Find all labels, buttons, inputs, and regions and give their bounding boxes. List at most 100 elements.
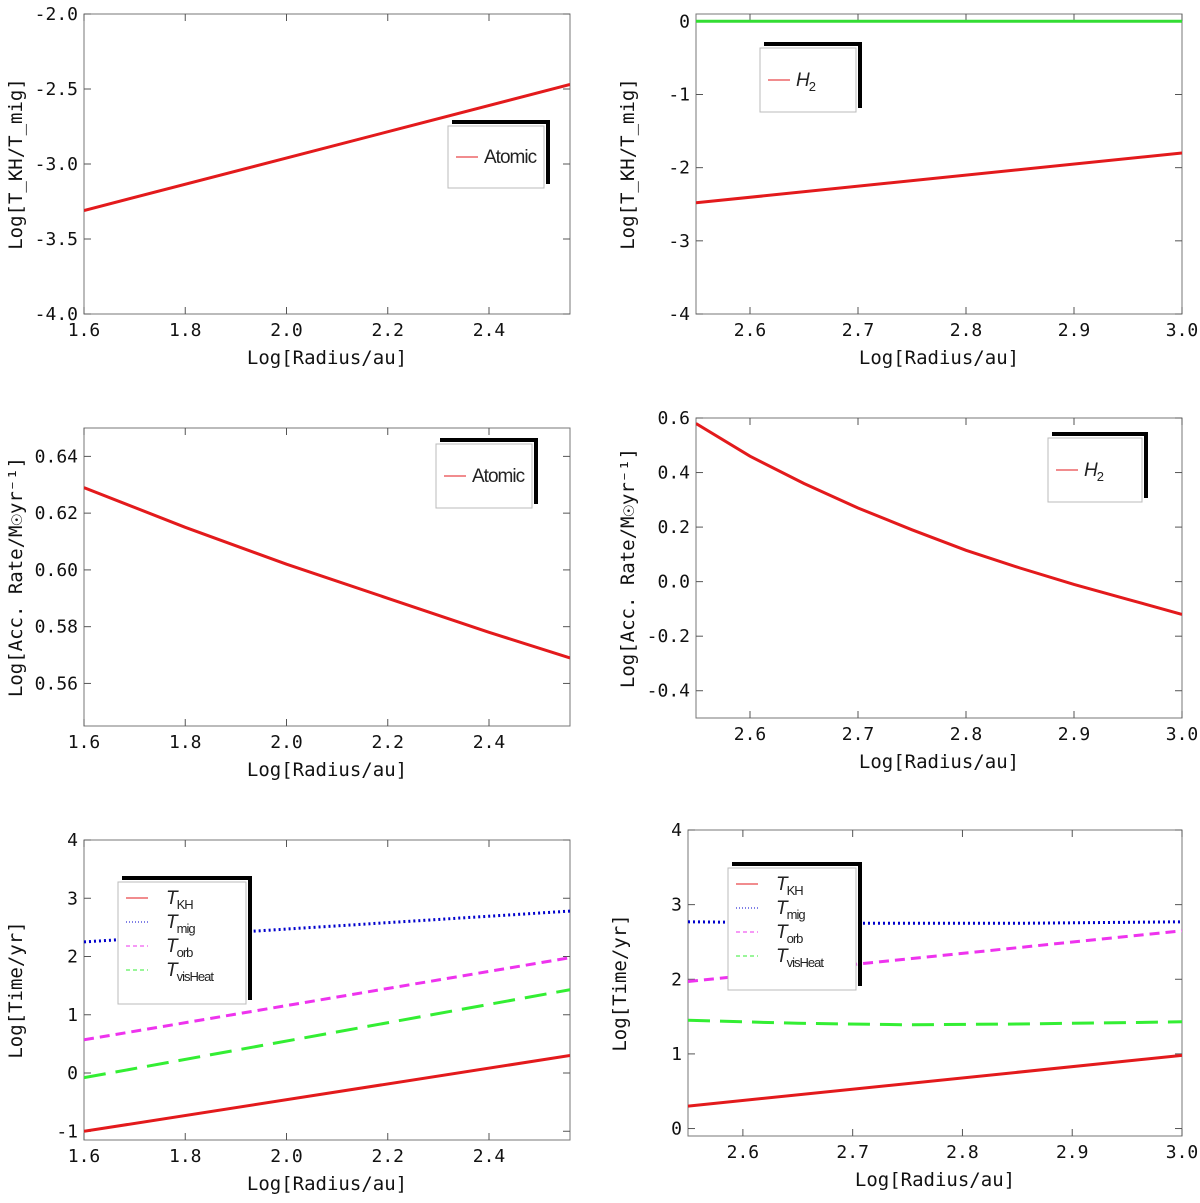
series-line-3 [84,956,570,1042]
legend-entry: TvisHeat [166,960,214,984]
legend-subscript: mig [177,921,196,936]
y-tick-label: -0.4 [647,681,690,702]
chart-panel-3: 1.6 1.8 2.0 2.2 2.4 0.56 0.58 0.60 0.62 0.64 Log[R… [5,427,571,781]
legend-label: T [166,912,179,933]
y-tick-label: 2 [67,947,78,968]
y-tick-label: -2.5 [35,79,78,100]
x-tick-label: 2.6 [734,320,767,341]
x-tick-label: 2.0 [270,320,303,341]
y-tick-label: 0.2 [657,517,690,538]
x-axis-label: Log[Radius/au] [247,1173,407,1195]
series-line-1 [84,486,570,660]
legend-entry: Torb [776,922,803,946]
legend-label: Atomic [472,466,525,487]
x-tick-label: 2.4 [473,320,506,341]
y-axis-label: Log[Time/yr] [609,914,631,1051]
y-tick-label: -1 [56,1121,78,1142]
x-tick-label: 2.2 [371,320,404,341]
legend-entry: TKH [776,874,803,898]
x-tick-label: 2.8 [950,724,983,745]
legend-entry: TvisHeat [776,946,824,970]
x-tick-label: 2.8 [946,1142,979,1163]
y-tick-label: -3.0 [35,154,78,175]
y-axis-label: Log[Acc. Rate/M☉yr⁻¹] [617,448,639,688]
y-tick-label: 0.60 [35,560,78,581]
legend-entry: Atomic [472,466,525,487]
y-tick-label: 0 [679,11,690,32]
x-axis-label: Log[Radius/au] [859,751,1019,773]
x-tick-label: 2.9 [1058,320,1091,341]
legend-subscript: visHeat [177,969,215,984]
legend-entry: H2 [1084,460,1104,484]
legend-entry: Torb [166,936,193,960]
x-tick-label: 3.0 [1166,724,1199,745]
legend-subscript: orb [177,945,194,960]
y-tick-label: 2 [671,969,682,990]
x-axis-label: Log[Radius/au] [247,347,407,369]
y-axis-label: Log[T_KH/T_mig] [5,78,27,250]
y-tick-label: 0.0 [657,572,690,593]
y-tick-label: -4.0 [35,304,78,325]
y-tick-label: 0.6 [657,408,690,429]
x-tick-label: 1.6 [68,732,101,753]
x-tick-label: 2.9 [1058,724,1091,745]
x-tick-label: 2.9 [1056,1142,1089,1163]
series-line-1 [696,151,1182,205]
series-line-1 [84,83,570,212]
x-tick-label: 2.2 [371,1146,404,1167]
x-tick-label: 3.0 [1166,1142,1199,1163]
y-tick-label: 0 [671,1119,682,1140]
legend-shadow [452,120,550,184]
legend: H2 [759,42,862,113]
legend-entry: Tmig [776,898,805,922]
chart-panel-4: 2.6 2.7 2.8 2.9 3.0 -0.4 -0.2 0.0 0.2 0.4 0.6 Log[R… [617,408,1198,773]
legend-entry: TKH [166,888,193,912]
y-tick-label: 1 [67,1005,78,1026]
legend: Atomic [447,120,550,189]
x-tick-label: 1.8 [169,732,202,753]
y-axis-label: Log[Acc. Rate/M☉yr⁻¹] [5,457,27,697]
chart-panel-1: 1.6 1.8 2.0 2.2 2.4 -4.0 -3.5 -3.0 -2.5 -2.0 Log[R… [5,4,571,369]
x-tick-label: 2.7 [836,1142,869,1163]
y-axis-label: Log[T_KH/T_mig] [617,78,639,250]
legend-subscript: KH [787,883,804,898]
legend-subscript: 2 [1097,469,1104,484]
x-tick-label: 2.7 [842,320,875,341]
legend-shadow [122,876,252,1000]
y-tick-label: -3 [668,231,690,252]
x-tick-label: 2.7 [842,724,875,745]
x-axis-label: Log[Radius/au] [247,759,407,781]
plot-frame [695,13,1183,315]
legend-label: T [776,874,789,895]
legend-label: T [166,936,179,957]
legend-label: T [776,898,789,919]
legend-box [727,867,857,991]
legend-box [117,881,247,1005]
legend-entry: Atomic [484,147,537,168]
x-axis-label: Log[Radius/au] [859,347,1019,369]
series-line-1 [688,1053,1182,1108]
y-tick-label: 0 [67,1063,78,1084]
y-tick-label: -4 [668,304,690,325]
legend-shadow [764,42,862,108]
y-tick-label: -3.5 [35,229,78,250]
legend-shadow [440,438,538,504]
y-tick-label: -2.0 [35,4,78,25]
series-line-1 [84,1054,570,1133]
x-tick-label: 1.6 [68,1146,101,1167]
y-tick-label: 4 [67,830,78,851]
y-tick-label: 1 [671,1044,682,1065]
y-tick-label: 0.64 [35,446,78,467]
chart-panel-2: 2.6 2.7 2.8 2.9 3.0 -4 -3 -2 -1 0 Log[Radius/au] Lo… [617,11,1198,369]
y-tick-label: 4 [671,820,682,841]
x-tick-label: 2.6 [734,724,767,745]
y-tick-label: -1 [668,84,690,105]
legend-subscript: mig [787,907,806,922]
plot-frame [83,427,571,727]
legend-label: H [1084,460,1098,481]
plot-frame [695,417,1183,719]
y-tick-label: 0.56 [35,673,78,694]
